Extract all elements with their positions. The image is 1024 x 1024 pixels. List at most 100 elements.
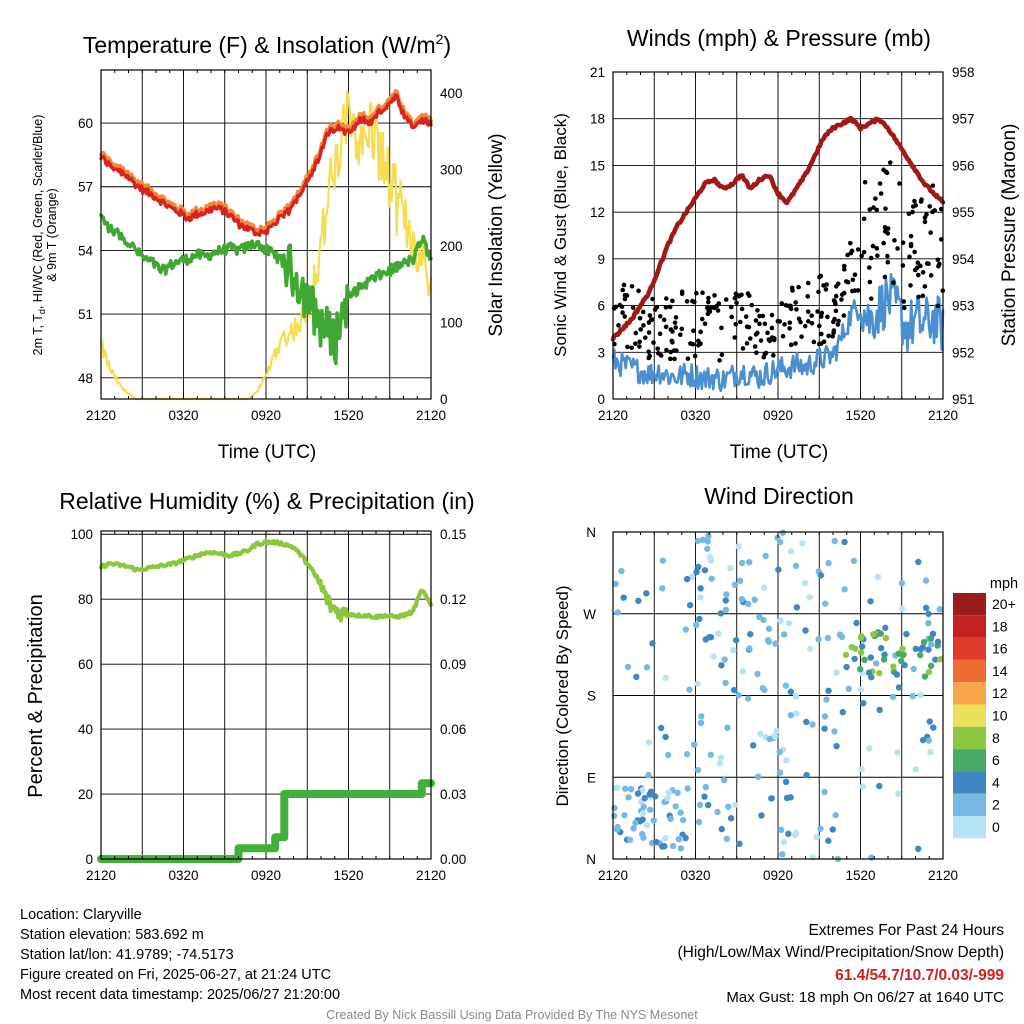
legend-swatch [953, 749, 986, 772]
gust-point [862, 179, 868, 185]
direction-point [780, 838, 788, 846]
legend-swatch [953, 771, 986, 794]
direction-chart-title: Wind Direction [704, 483, 854, 509]
direction-y-tick-label: N [586, 525, 596, 540]
gust-point [699, 316, 705, 322]
direction-point [803, 718, 810, 726]
gust-point [719, 352, 725, 358]
wind-x-tick-label: 2120 [598, 408, 628, 423]
gust-point [920, 270, 926, 275]
gust-point [769, 325, 775, 331]
direction-point [829, 826, 836, 833]
direction-point [724, 724, 731, 731]
gust-point [779, 301, 785, 306]
gust-point [855, 288, 861, 293]
gust-point [668, 349, 673, 355]
gust-point [817, 274, 822, 280]
direction-y-tick-label: W [583, 607, 596, 622]
direction-point [707, 751, 714, 759]
direction-point [635, 597, 642, 605]
gust-point [734, 300, 739, 306]
direction-point [787, 688, 795, 695]
direction-point [761, 584, 768, 591]
gust-point [916, 294, 921, 300]
rh-x-tick-label: 2120 [416, 868, 446, 883]
wind-x-tick-label: 0920 [763, 408, 793, 423]
gust-point [936, 263, 941, 269]
station-location: Location: Claryville [20, 907, 142, 923]
direction-point [626, 836, 634, 844]
direction-point [833, 742, 840, 750]
direction-point [695, 563, 702, 571]
direction-point [889, 693, 897, 701]
gust-point [740, 346, 746, 351]
gust-point [927, 204, 933, 209]
gust-point [887, 160, 893, 165]
wind-chart-title: Winds (mph) & Pressure (mb) [627, 25, 931, 51]
gust-point [928, 273, 934, 278]
direction-point [621, 812, 628, 819]
gust-point [832, 316, 837, 322]
station-latlon: Station lat/lon: 41.9789; -74.5173 [20, 947, 234, 963]
direction-point [870, 630, 877, 638]
direction-point [877, 644, 885, 652]
temp-x-tick-label: 1520 [333, 408, 363, 423]
gust-point [913, 203, 919, 208]
direction-point [841, 586, 848, 593]
temp-y-left-tick-label: 57 [78, 180, 93, 195]
rh-y-right-tick-label: 0.15 [440, 527, 466, 542]
legend-label: 16 [992, 641, 1008, 657]
direction-point [865, 669, 873, 676]
wind-y-right-tick-label: 951 [952, 392, 975, 407]
gust-point [918, 199, 924, 204]
direction-point [727, 815, 735, 822]
direction-point [793, 710, 800, 717]
direction-point [792, 562, 800, 570]
legend-swatch [953, 704, 986, 727]
direction-point [912, 765, 920, 773]
direction-point [757, 730, 764, 738]
direction-point [926, 718, 933, 725]
direction-point [821, 725, 828, 732]
direction-point [612, 580, 619, 588]
gust-point [673, 325, 679, 330]
direction-point [701, 567, 709, 574]
direction-point [659, 585, 666, 592]
temp-y-right-tick-label: 100 [440, 315, 463, 330]
station-elevation: Station elevation: 583.692 m [20, 927, 204, 943]
temp-y-left-tick-label: 51 [78, 307, 93, 322]
direction-point [867, 654, 874, 661]
direction-point [722, 606, 730, 614]
gust-point [621, 282, 627, 288]
direction-point [930, 724, 937, 731]
direction-point [716, 760, 724, 767]
station-info: Location: Claryville Station elevation: … [20, 905, 340, 1005]
gust-point [908, 283, 913, 288]
direction-point [649, 640, 656, 647]
gust-point [907, 254, 912, 260]
wind-x-tick-label: 2120 [928, 408, 958, 423]
gust-point [910, 209, 915, 215]
direction-point [714, 808, 721, 816]
direction-point [927, 748, 934, 756]
direction-point [801, 579, 809, 587]
direction-point [848, 643, 855, 651]
direction-point [857, 634, 865, 642]
direction-point [640, 803, 648, 811]
direction-point [925, 610, 932, 618]
gust-point [715, 308, 721, 313]
direction-point [787, 711, 795, 719]
direction-point [754, 773, 762, 780]
direction-point [764, 637, 772, 644]
wind-y-axis-right-label: Station Pressure (Maroon) [999, 124, 1020, 347]
gust-point [691, 328, 696, 334]
gust-point [874, 246, 880, 251]
direction-point [667, 815, 674, 823]
gust-point [859, 253, 864, 259]
direction-point [917, 651, 924, 659]
direction-point [919, 736, 927, 744]
gust-point [646, 320, 652, 325]
gust-point [823, 287, 829, 292]
gust-point [752, 344, 758, 349]
direction-point [693, 621, 700, 629]
